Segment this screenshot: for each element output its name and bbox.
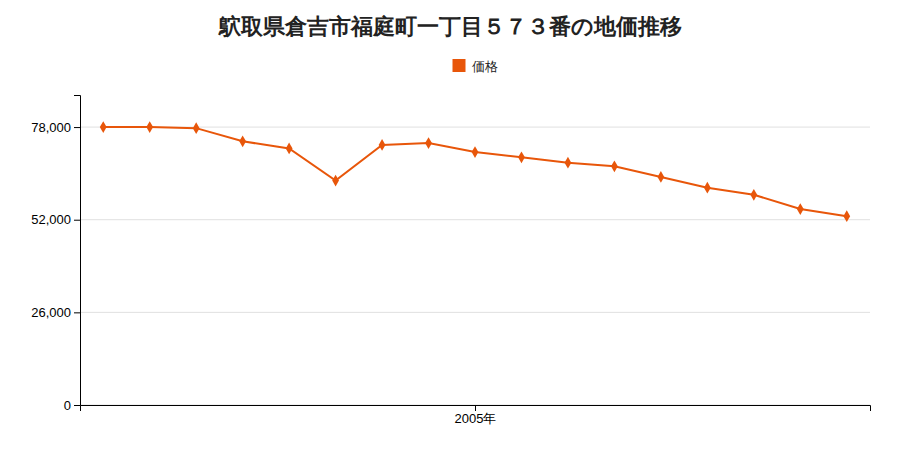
tick: 78,000 [31, 120, 80, 135]
marker [704, 182, 711, 194]
tick-label: 0 [64, 398, 71, 413]
tick: 52,000 [31, 212, 80, 227]
marker [518, 151, 525, 163]
marker [565, 157, 572, 169]
axis-line [81, 406, 871, 412]
tick-mark [475, 405, 476, 411]
y-axis: 0 26,000 52,000 78,000 [31, 96, 80, 413]
marker [379, 139, 386, 151]
tick-mark [74, 220, 80, 221]
marker [425, 137, 432, 149]
marker [843, 210, 850, 222]
grid-line [80, 312, 870, 313]
legend-swatch [453, 59, 466, 72]
marker [193, 122, 200, 134]
legend-item: 価格 [453, 59, 498, 74]
axis-line [74, 96, 81, 406]
tick-label: 78,000 [31, 120, 71, 135]
grid-line [80, 219, 870, 220]
tick-label: 52,000 [31, 212, 71, 227]
tick-mark [74, 405, 80, 406]
chart: 鴥取県倉吉市福庭町一丁目５７３番の地価推移 0 26,000 52,000 78,000… [0, 0, 900, 450]
x-axis: 2005年 [81, 405, 871, 426]
marker [146, 121, 153, 133]
title: 鴥取県倉吉市福庭町一丁目５７３番の地価推移 [218, 14, 682, 39]
marker [657, 171, 664, 183]
tick-mark [74, 127, 80, 128]
marker [611, 160, 618, 172]
marks [100, 121, 850, 222]
legend-label: 価格 [472, 59, 498, 74]
marker [100, 121, 107, 133]
line [103, 127, 847, 216]
plot: 0 26,000 52,000 78,000 2005年 [31, 96, 870, 427]
tick-label: 26,000 [31, 305, 71, 320]
grid [80, 127, 870, 405]
tick-mark [74, 312, 80, 313]
marker [239, 135, 246, 147]
tick: 0 [64, 398, 80, 413]
legend: 価格 [453, 59, 498, 74]
tick-label: 2005年 [455, 411, 497, 426]
tick: 2005年 [455, 405, 497, 426]
marker [472, 146, 479, 158]
marker [286, 143, 293, 155]
marker [332, 175, 339, 187]
marker [750, 189, 757, 201]
marker [797, 203, 804, 215]
tick: 26,000 [31, 305, 80, 320]
